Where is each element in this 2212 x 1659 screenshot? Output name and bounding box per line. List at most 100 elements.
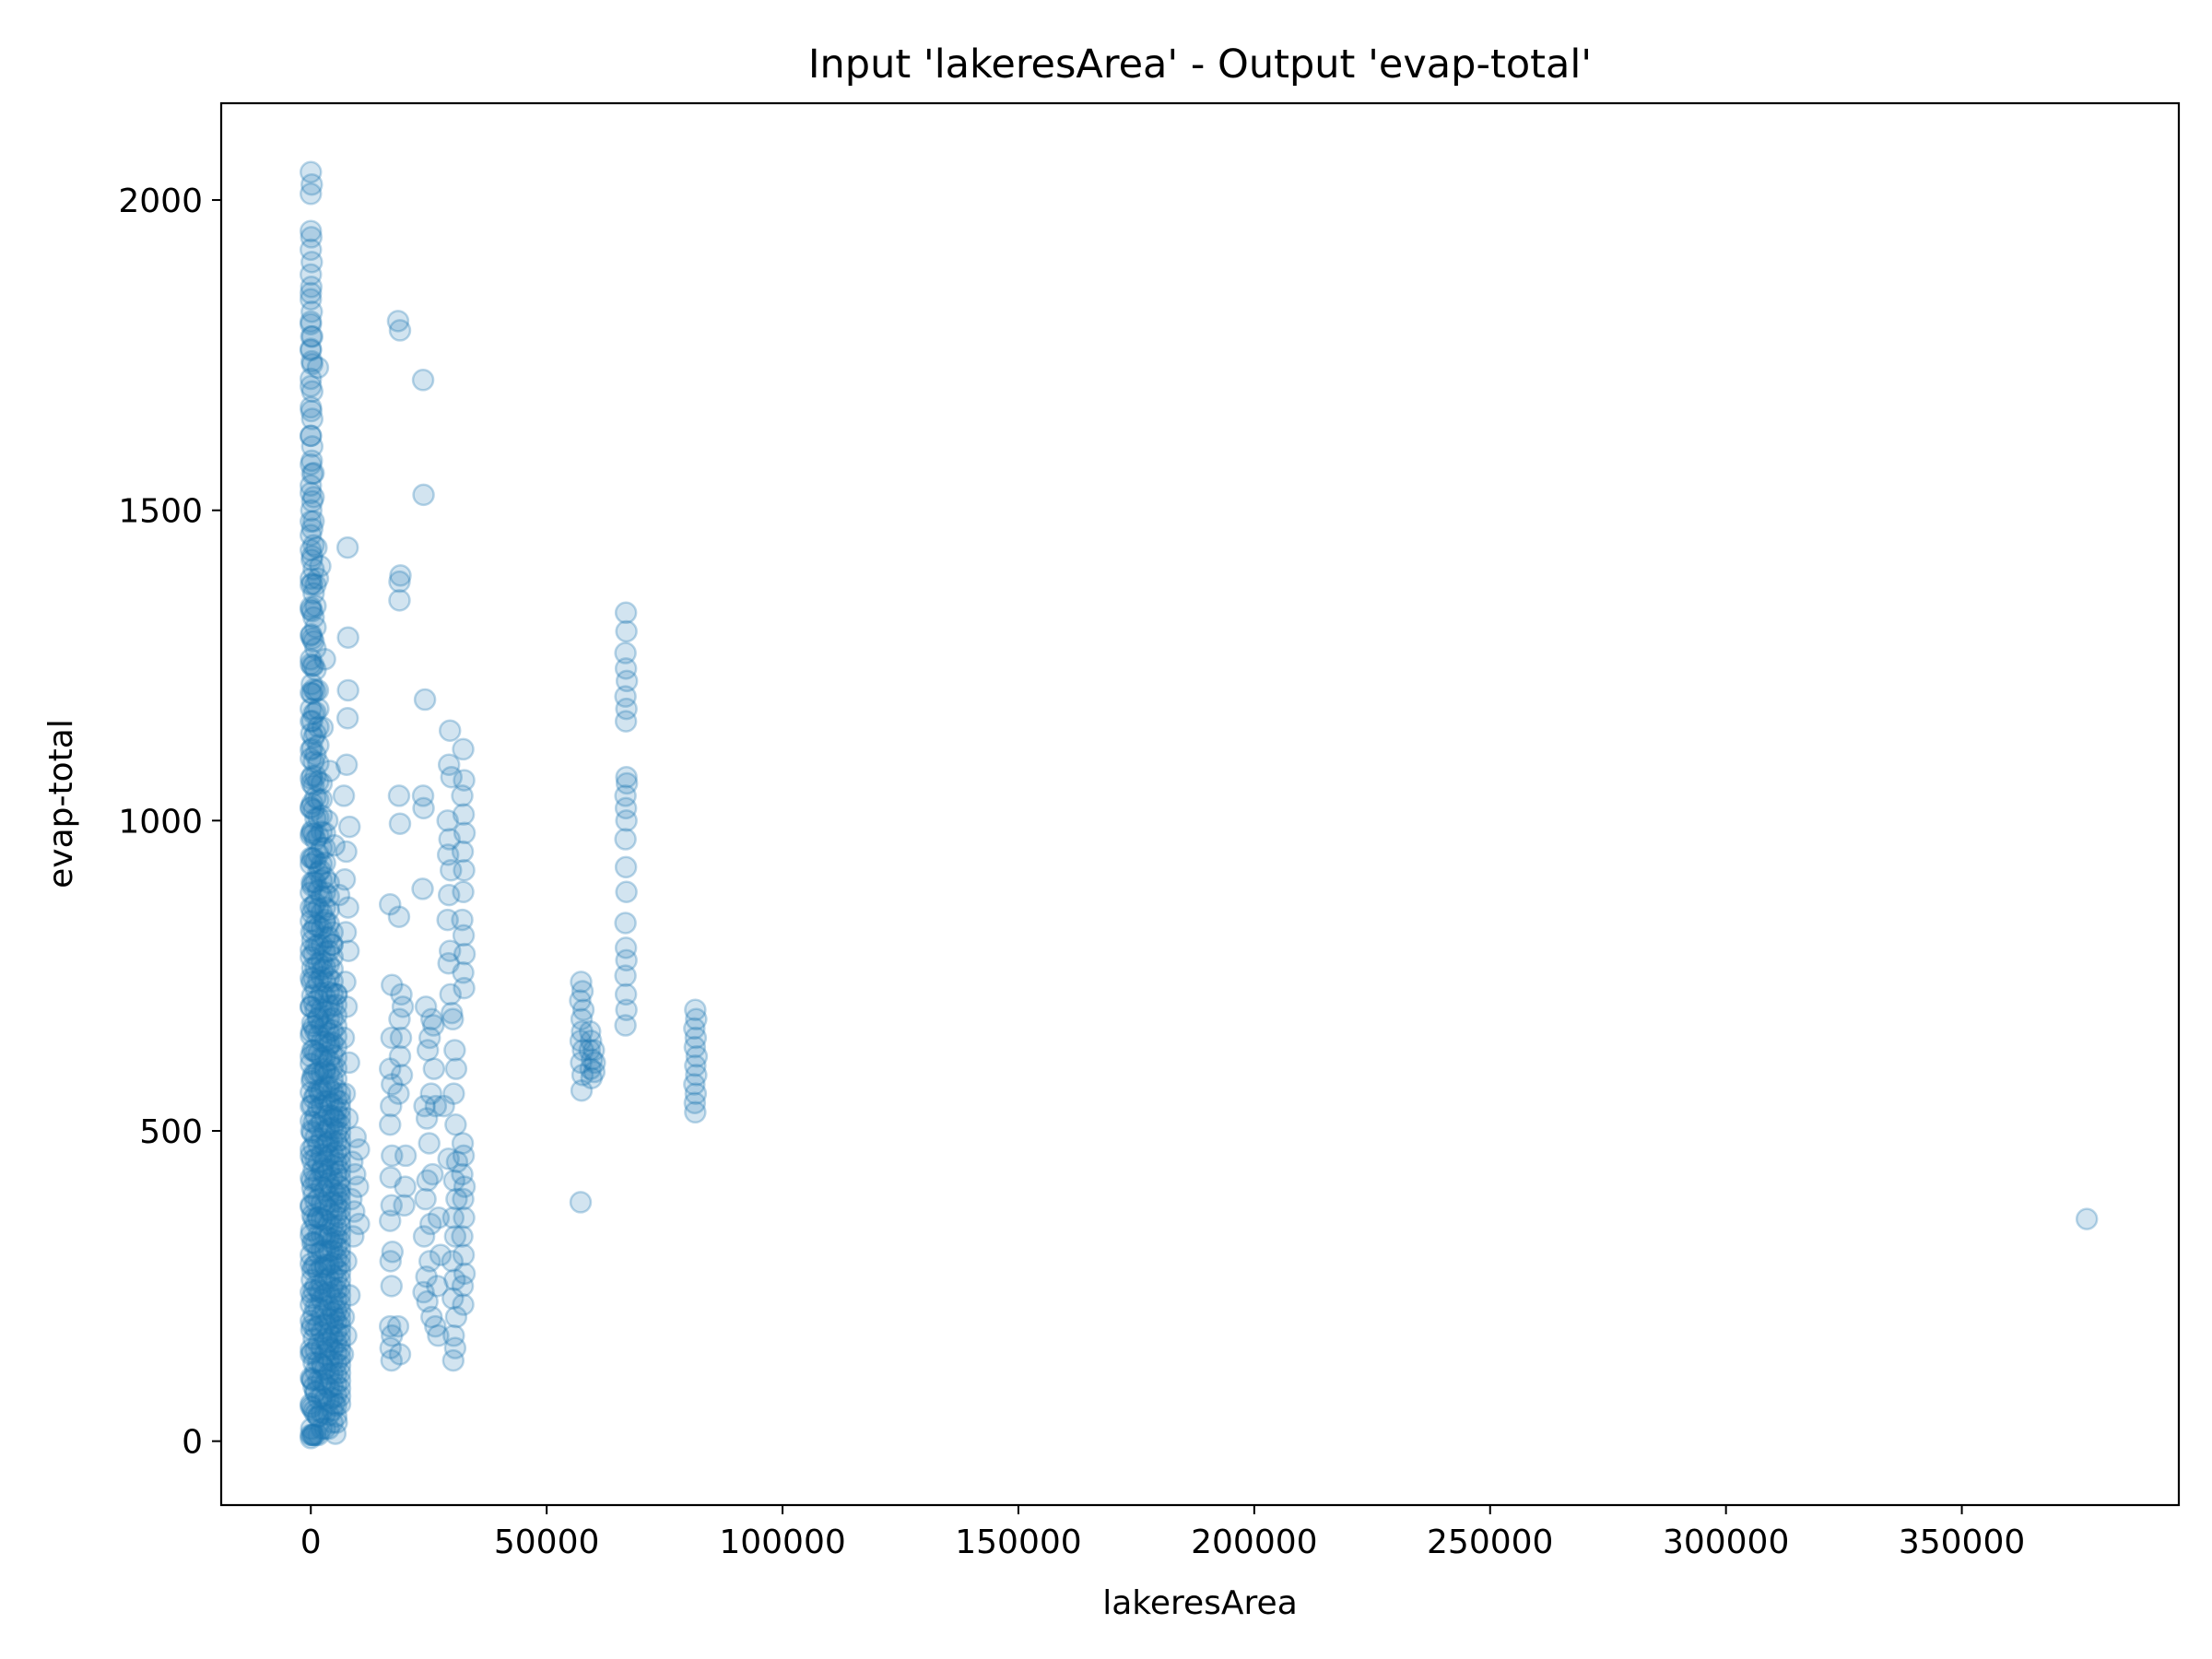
data-point	[324, 1331, 348, 1354]
data-point	[321, 982, 345, 1006]
data-point	[324, 1246, 348, 1270]
data-point	[313, 851, 336, 875]
x-axis-title: lakeresArea	[1102, 1584, 1298, 1622]
data-point	[321, 1337, 345, 1360]
x-tick-label: 250000	[1427, 1524, 1553, 1561]
data-point	[300, 1121, 324, 1145]
data-point	[307, 806, 330, 830]
data-point	[310, 1078, 334, 1101]
data-point	[324, 1278, 348, 1301]
data-point	[313, 1312, 336, 1336]
data-point	[321, 1055, 345, 1079]
data-point	[300, 1258, 324, 1282]
data-point	[413, 688, 437, 712]
data-point	[443, 1336, 467, 1359]
data-point	[299, 896, 323, 919]
data-point	[324, 1422, 347, 1445]
data-point	[302, 1039, 325, 1062]
data-point	[300, 1169, 324, 1193]
data-point	[304, 1232, 327, 1255]
data-point	[412, 483, 435, 507]
data-point	[571, 1039, 594, 1062]
data-point	[317, 1130, 340, 1154]
data-point	[335, 753, 359, 776]
data-point	[422, 1014, 445, 1037]
data-point	[313, 971, 336, 994]
data-point	[299, 1094, 323, 1118]
data-point	[299, 160, 323, 183]
x-tick-label: 150000	[955, 1524, 1081, 1561]
data-point	[304, 806, 327, 830]
data-point	[313, 1119, 336, 1143]
data-point	[328, 1291, 352, 1315]
data-point	[442, 1082, 465, 1105]
data-point	[299, 337, 323, 360]
data-point	[317, 1348, 340, 1372]
data-point	[304, 679, 327, 703]
data-point	[324, 1004, 348, 1028]
data-point	[302, 1327, 325, 1350]
data-point	[300, 1231, 324, 1254]
data-point	[310, 836, 334, 860]
data-point	[317, 1404, 340, 1427]
data-point	[438, 828, 461, 851]
data-point	[302, 462, 325, 485]
data-point	[323, 1305, 347, 1329]
data-point	[302, 1255, 325, 1278]
data-point	[615, 880, 638, 904]
data-point	[443, 1268, 466, 1291]
data-point	[300, 324, 324, 348]
data-point	[299, 281, 323, 305]
data-point	[347, 1212, 371, 1236]
data-point	[304, 1423, 327, 1447]
x-tick-label: 50000	[494, 1524, 600, 1561]
data-point	[299, 710, 323, 733]
data-point	[614, 685, 637, 708]
data-point	[307, 734, 330, 757]
data-point	[335, 995, 359, 1018]
data-point	[411, 784, 435, 807]
data-point	[328, 1221, 352, 1245]
data-point	[324, 1194, 348, 1218]
data-point	[300, 517, 324, 540]
data-point	[685, 1064, 708, 1087]
data-point	[299, 1394, 323, 1418]
data-point	[317, 912, 340, 935]
data-point	[321, 1325, 345, 1348]
data-point	[309, 1082, 332, 1105]
data-point	[683, 1073, 706, 1096]
data-point	[324, 1373, 348, 1396]
data-point	[299, 424, 323, 448]
data-point	[313, 1104, 336, 1128]
data-point	[309, 1280, 332, 1304]
data-point	[299, 474, 323, 498]
data-point	[684, 1054, 707, 1077]
x-tick-label: 100000	[719, 1524, 845, 1561]
data-point	[302, 1063, 325, 1086]
data-point	[302, 918, 325, 942]
data-point	[299, 747, 323, 771]
data-point	[684, 1100, 707, 1124]
data-point	[299, 538, 323, 562]
data-point	[427, 1324, 450, 1347]
data-point	[315, 1330, 339, 1354]
data-point	[310, 949, 334, 972]
data-point	[299, 567, 323, 591]
data-point	[300, 349, 324, 373]
data-point	[304, 700, 327, 724]
data-point	[324, 1383, 348, 1407]
data-point	[299, 795, 323, 818]
data-point	[453, 858, 476, 882]
data-point	[299, 1024, 323, 1047]
data-point	[299, 738, 323, 761]
data-point	[321, 1411, 345, 1434]
data-point	[331, 1343, 355, 1366]
data-point	[310, 1191, 334, 1215]
data-point	[310, 900, 334, 924]
data-point	[313, 866, 336, 889]
data-point	[306, 1405, 330, 1428]
data-point	[387, 784, 411, 807]
data-point	[300, 462, 324, 486]
data-point	[317, 1062, 340, 1086]
data-point	[581, 1048, 604, 1071]
